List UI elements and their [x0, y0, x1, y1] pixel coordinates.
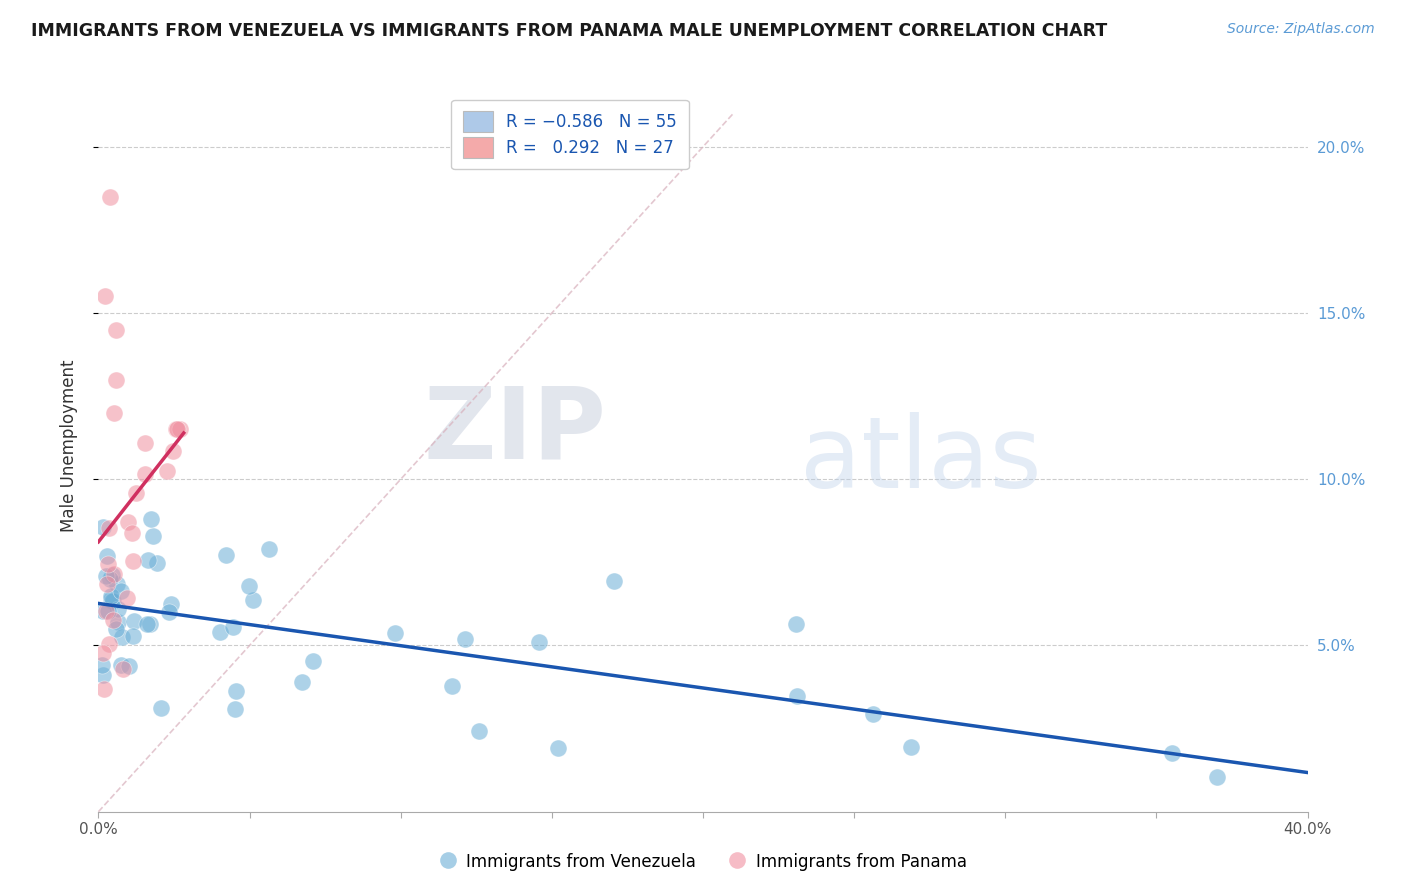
- Point: [208, 624, 231, 639]
- Point: [138, 617, 160, 632]
- Point: [91, 604, 114, 618]
- Point: [97, 637, 120, 651]
- Point: [291, 675, 314, 690]
- Point: [105, 323, 128, 337]
- Point: [257, 541, 280, 556]
- Point: [124, 486, 146, 500]
- Point: [118, 659, 141, 673]
- Point: [101, 568, 124, 582]
- Point: [107, 602, 129, 616]
- Text: Source: ZipAtlas.com: Source: ZipAtlas.com: [1227, 22, 1375, 37]
- Point: [135, 617, 157, 632]
- Legend: R = −0.586   N = 55, R =   0.292   N = 27: R = −0.586 N = 55, R = 0.292 N = 27: [451, 100, 689, 169]
- Point: [107, 615, 129, 629]
- Point: [169, 422, 191, 436]
- Point: [160, 597, 183, 611]
- Point: [302, 654, 325, 668]
- Point: [100, 189, 122, 203]
- Point: [156, 464, 179, 478]
- Point: [91, 668, 114, 682]
- Point: [105, 577, 128, 591]
- Point: [221, 620, 243, 634]
- Text: ZIP: ZIP: [423, 383, 606, 480]
- Point: [1160, 746, 1182, 760]
- Point: [150, 700, 173, 714]
- Point: [104, 622, 127, 636]
- Point: [215, 549, 238, 563]
- Point: [122, 629, 145, 643]
- Point: [100, 592, 122, 607]
- Point: [98, 572, 121, 586]
- Point: [110, 658, 132, 673]
- Point: [97, 521, 120, 535]
- Point: [103, 566, 125, 581]
- Legend: Immigrants from Venezuela, Immigrants from Panama: Immigrants from Venezuela, Immigrants fr…: [430, 845, 976, 880]
- Point: [166, 422, 188, 436]
- Point: [101, 594, 124, 608]
- Point: [91, 658, 114, 673]
- Point: [238, 579, 260, 593]
- Point: [785, 616, 807, 631]
- Point: [527, 635, 550, 649]
- Point: [224, 702, 246, 716]
- Point: [96, 604, 118, 618]
- Point: [121, 554, 143, 568]
- Point: [547, 740, 569, 755]
- Point: [111, 630, 134, 644]
- Point: [1206, 770, 1229, 784]
- Point: [96, 577, 118, 591]
- Point: [104, 372, 127, 386]
- Point: [165, 422, 187, 436]
- Point: [142, 529, 165, 543]
- Point: [900, 739, 922, 754]
- Point: [242, 592, 264, 607]
- Point: [121, 526, 143, 541]
- Point: [225, 684, 247, 698]
- Point: [139, 512, 162, 526]
- Point: [97, 558, 120, 572]
- Point: [110, 583, 132, 598]
- Point: [91, 519, 114, 533]
- Point: [157, 605, 180, 619]
- Point: [111, 662, 134, 676]
- Point: [100, 589, 122, 603]
- Point: [124, 614, 146, 628]
- Point: [117, 591, 139, 605]
- Point: [94, 289, 117, 303]
- Point: [441, 679, 464, 693]
- Point: [468, 724, 491, 739]
- Point: [93, 646, 115, 660]
- Point: [786, 690, 808, 704]
- Point: [101, 594, 124, 608]
- Point: [134, 436, 156, 450]
- Point: [384, 626, 406, 640]
- Point: [117, 516, 139, 530]
- Y-axis label: Male Unemployment: Male Unemployment: [59, 359, 77, 533]
- Point: [454, 632, 477, 646]
- Text: atlas: atlas: [800, 412, 1042, 509]
- Point: [93, 681, 115, 696]
- Point: [134, 467, 156, 481]
- Point: [146, 556, 169, 570]
- Point: [94, 569, 117, 583]
- Point: [96, 549, 118, 564]
- Text: IMMIGRANTS FROM VENEZUELA VS IMMIGRANTS FROM PANAMA MALE UNEMPLOYMENT CORRELATIO: IMMIGRANTS FROM VENEZUELA VS IMMIGRANTS …: [31, 22, 1107, 40]
- Point: [101, 614, 124, 628]
- Point: [103, 406, 125, 420]
- Point: [603, 574, 626, 589]
- Point: [94, 604, 117, 618]
- Point: [136, 553, 159, 567]
- Point: [162, 444, 184, 458]
- Point: [862, 706, 884, 721]
